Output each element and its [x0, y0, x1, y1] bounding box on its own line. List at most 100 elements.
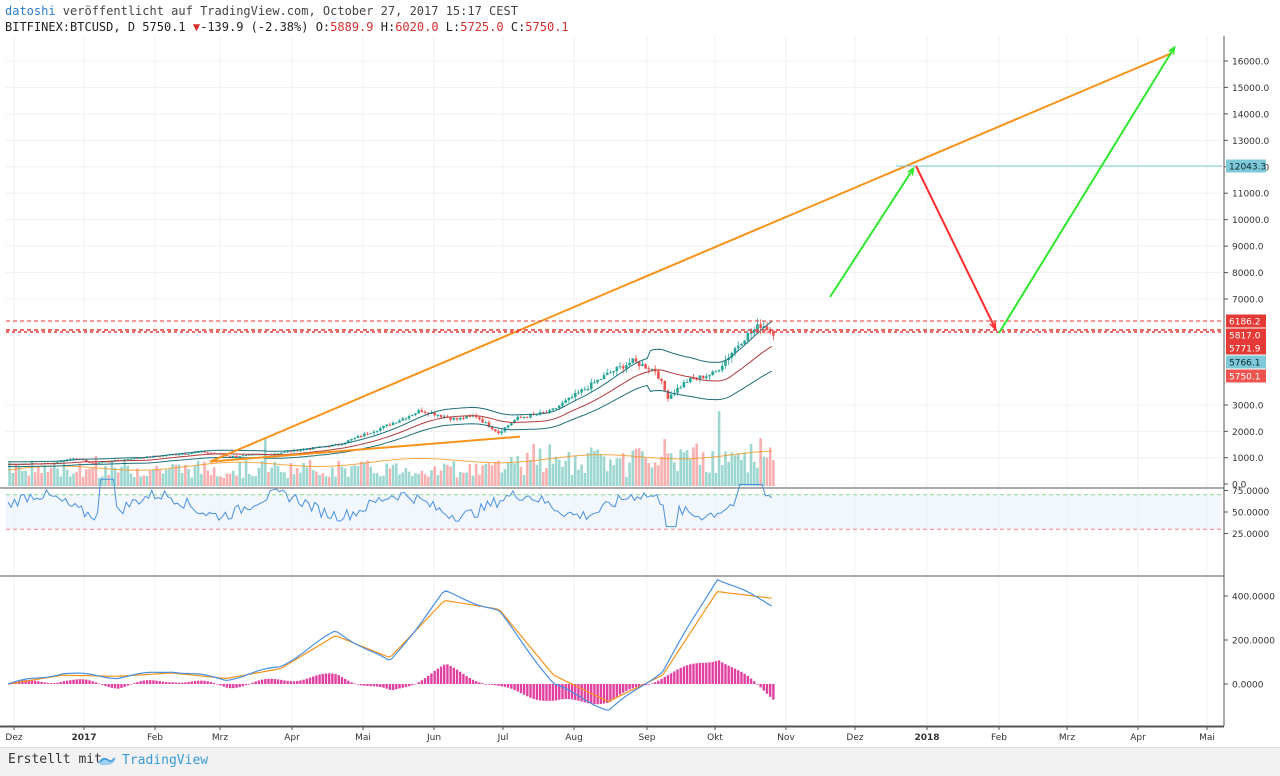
macd-histogram-bar	[123, 684, 126, 687]
macd-histogram-bar	[276, 679, 280, 684]
candle-body	[612, 371, 615, 373]
candle-body	[193, 452, 197, 454]
macd-histogram-bar	[423, 678, 427, 684]
volume-bar	[212, 467, 216, 486]
macd-histogram-bar	[216, 684, 219, 685]
macd-histogram-bar	[33, 680, 37, 684]
candle-body	[557, 405, 561, 409]
footer-bar: Erstellt mit TradingView	[0, 747, 1280, 776]
candle-body	[72, 458, 75, 460]
time-axis-label: Feb	[147, 733, 163, 743]
volume-bar	[407, 471, 411, 486]
candle-body	[676, 387, 679, 393]
macd-histogram-bar	[292, 681, 296, 684]
candle-body	[474, 415, 478, 418]
candle-body	[388, 424, 392, 426]
volume-bar	[442, 463, 446, 486]
candle-body	[538, 412, 542, 415]
macd-histogram-bar	[149, 680, 152, 684]
candle-body	[363, 433, 366, 437]
candle-body	[164, 455, 168, 457]
volume-bar	[570, 474, 574, 486]
macd-histogram-bar	[324, 673, 328, 684]
macd-histogram-bar	[152, 680, 155, 684]
macd-histogram-bar	[487, 684, 491, 685]
candle-body	[740, 343, 743, 346]
macd-histogram-bar	[359, 684, 363, 686]
volume-bar	[465, 472, 468, 486]
candle-body	[104, 461, 107, 463]
volume-bar	[273, 461, 277, 486]
macd-histogram-bar	[535, 684, 539, 700]
candle-body	[564, 400, 567, 403]
macd-histogram-bar	[685, 665, 689, 684]
tradingview-brand[interactable]: TradingView	[96, 751, 208, 769]
volume-bar	[56, 468, 59, 486]
macd-histogram-bar	[286, 680, 289, 684]
volume-bar	[337, 460, 341, 486]
candle-body	[621, 366, 625, 369]
volume-bar	[225, 473, 229, 486]
volume-bar	[53, 463, 56, 486]
author-link[interactable]: datoshi	[5, 4, 56, 18]
candle-body	[641, 364, 644, 367]
macd-histogram-bar	[385, 684, 388, 689]
volume-bar	[650, 467, 654, 486]
volume-bar	[698, 465, 702, 486]
macd-histogram-bar	[110, 684, 114, 688]
candle-body	[490, 426, 494, 430]
candle-body	[561, 402, 564, 406]
volume-bar	[519, 466, 523, 486]
made-with-label: Erstellt mit	[8, 752, 102, 767]
volume-bar	[315, 471, 318, 486]
macd-histogram-bar	[433, 671, 436, 684]
candle-body	[254, 454, 257, 456]
rsi-line	[7, 478, 773, 528]
candle-body	[772, 330, 775, 336]
volume-bar	[299, 472, 302, 486]
macd-histogram-bar	[554, 684, 558, 701]
candle-body	[407, 416, 411, 419]
time-axis-label: Mrz	[1059, 733, 1075, 743]
green-up-arrow-2	[998, 48, 1174, 334]
macd-histogram-bar	[251, 682, 254, 684]
macd-histogram-bar	[519, 684, 523, 694]
candle-body	[97, 462, 101, 464]
volume-bar	[85, 469, 88, 486]
volume-bar	[120, 466, 123, 486]
volume-bar	[244, 460, 248, 486]
volume-bar	[279, 471, 283, 486]
volume-bar	[557, 459, 561, 486]
volume-bar	[762, 456, 766, 486]
candle-body	[657, 371, 660, 379]
macd-histogram-bar	[567, 684, 571, 700]
volume-bar	[471, 475, 475, 486]
candle-body	[679, 387, 683, 389]
candle-body	[244, 454, 248, 456]
volume-bar	[516, 456, 520, 486]
green-up-arrow-1	[829, 169, 913, 298]
macd-histogram-bar	[724, 664, 727, 684]
volume-bar	[679, 449, 683, 486]
volume-bar	[347, 476, 350, 486]
volume-bar	[318, 475, 321, 486]
candle-body	[17, 464, 21, 466]
candle-body	[701, 375, 705, 379]
volume-bar	[196, 460, 200, 486]
time-axis-label: Jul	[497, 733, 509, 743]
volume-bar	[551, 463, 555, 486]
volume-bar	[765, 457, 769, 486]
macd-histogram-bar	[206, 681, 209, 684]
volume-bar	[343, 468, 347, 486]
candle-body	[353, 437, 357, 439]
candle-body	[107, 461, 110, 463]
volume-bar	[69, 476, 72, 486]
volume-bar	[410, 475, 414, 486]
candle-body	[548, 409, 551, 413]
price-tag-label: 12043.3	[1229, 163, 1266, 173]
macd-histogram-bar	[88, 680, 91, 684]
volume-bar	[478, 474, 481, 486]
volume-bar	[490, 465, 494, 486]
macd-histogram-bar	[577, 684, 580, 701]
